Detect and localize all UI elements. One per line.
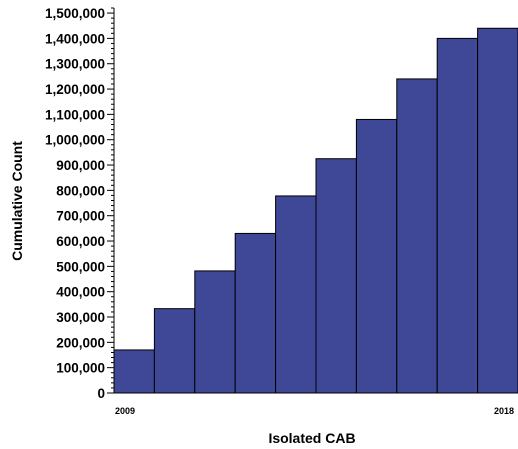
y-tick-label: 1,100,000 (45, 107, 105, 122)
bar-2012 (234, 232, 277, 394)
x-axis-ticks: 2009 2018 (115, 406, 514, 416)
y-tick-label: 200,000 (56, 335, 105, 350)
y-tick-label: 800,000 (56, 183, 105, 198)
bars (113, 27, 518, 394)
y-axis-title: Cumulative Count (9, 141, 25, 261)
bar-2011 (194, 270, 236, 394)
y-tick-label: 1,400,000 (45, 31, 105, 46)
bar-2015 (355, 118, 398, 394)
y-tick-label: 400,000 (56, 285, 105, 300)
y-tick-label: 1,500,000 (45, 6, 105, 21)
bar-2017 (436, 37, 479, 394)
bar-2013 (275, 195, 317, 394)
y-tick-label: 1,200,000 (45, 82, 105, 97)
bar-2018 (477, 27, 518, 394)
x-tick-label-last: 2018 (494, 406, 514, 416)
y-tick-label: 300,000 (56, 310, 105, 325)
bar-2010 (153, 308, 196, 394)
y-tick-label: 1,300,000 (45, 57, 105, 72)
bar-2016 (396, 78, 438, 394)
x-tick-label-first: 2009 (115, 406, 135, 416)
y-tick-label: 600,000 (56, 234, 105, 249)
y-tick-label: 900,000 (56, 158, 105, 173)
y-axis-ticks: 0 100,000 200,000 300,000 400,000 500,000 600,… (45, 6, 114, 401)
bar-2014 (315, 158, 357, 394)
y-tick-label: 500,000 (56, 259, 105, 274)
x-axis-title: Isolated CAB (268, 430, 355, 446)
y-tick-label: 1,000,000 (45, 133, 105, 148)
y-tick-label: 100,000 (56, 361, 105, 376)
y-tick-label: 700,000 (56, 209, 105, 224)
y-tick-label: 0 (97, 386, 105, 401)
bar-2009 (113, 349, 155, 394)
